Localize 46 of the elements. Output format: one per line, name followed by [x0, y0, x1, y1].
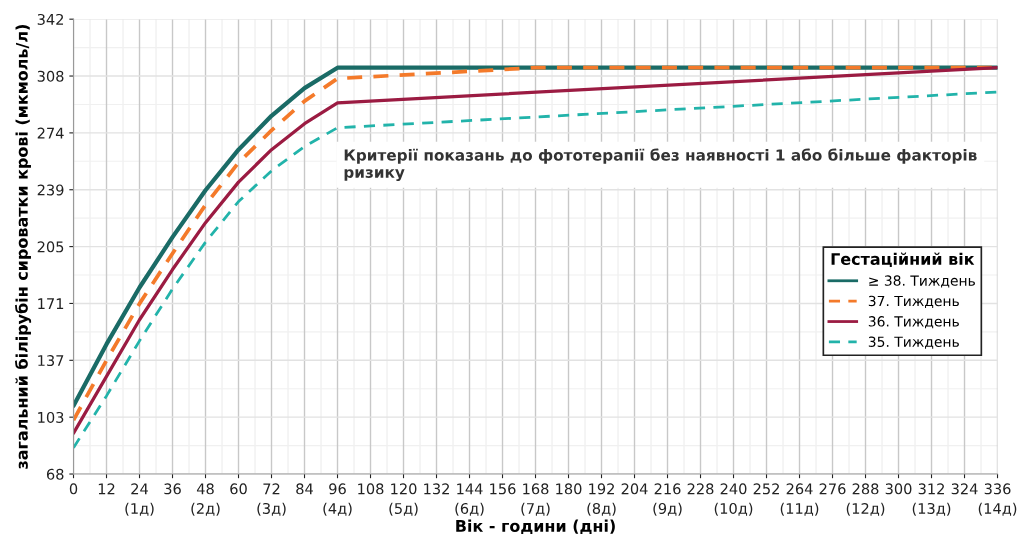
x-tick-label: 240 (10д): [714, 483, 753, 516]
y-tick-label: 171: [38, 298, 64, 309]
y-axis-title: загальний білірубін сироватки крові (мкмоль/л): [14, 25, 32, 469]
x-tick-label: 0: [69, 483, 78, 495]
y-tick-label: 205: [37, 241, 64, 253]
annotation: Критерії показань до фототерапії без наявності 1 або більше факторів ризику: [344, 148, 977, 181]
y-tick-label: 308: [37, 70, 64, 82]
x-tick-label: 36: [164, 483, 181, 495]
x-tick-label: 132: [424, 483, 449, 495]
x-tick-label: 204: [621, 483, 648, 495]
legend-title: Гестаційний вік: [831, 252, 975, 268]
x-tick-label: 336 (14д): [978, 483, 1017, 516]
x-tick-label: 72 (3д): [257, 483, 286, 516]
x-tick-label: 96 (4д): [323, 483, 352, 516]
x-tick-label: 60: [230, 483, 247, 495]
y-tick-label: 239: [37, 184, 64, 196]
x-tick-label: 24 (1д): [125, 483, 154, 516]
x-tick-label: 300: [885, 483, 912, 495]
x-tick-label: 48 (2д): [191, 483, 220, 516]
legend-label: 35. Тиждень: [868, 336, 959, 349]
x-tick-label: 276: [819, 483, 846, 495]
x-tick-label: 216 (9д): [653, 483, 682, 516]
x-tick-label: 288 (12д): [846, 483, 885, 516]
y-tick-label: 274: [37, 127, 64, 139]
y-tick-label: 137: [38, 355, 64, 367]
x-tick-label: 144 (6д): [455, 483, 484, 516]
legend-label: ≥ 38. Тиждень: [869, 275, 975, 288]
legend-label: 37. Тиждень: [868, 295, 959, 308]
x-tick-label: 168 (7д): [521, 483, 550, 516]
x-tick-label: 264 (11д): [780, 483, 819, 516]
x-tick-label: 180: [556, 483, 582, 495]
legend-label: 36. Тиждень: [868, 316, 959, 329]
x-tick-label: 12: [98, 483, 115, 495]
x-tick-label: 252: [753, 483, 779, 495]
x-tick-label: 156: [490, 483, 516, 495]
y-tick-label: 103: [38, 411, 64, 423]
x-tick-label: 192 (8д): [587, 483, 616, 516]
x-tick-label: 108: [358, 483, 384, 495]
x-tick-label: 120 (5д): [389, 483, 418, 516]
x-tick-label: 312 (13д): [912, 483, 951, 516]
y-tick-label: 68: [46, 468, 64, 480]
x-axis-title: Вік - години (дні): [456, 519, 615, 534]
y-tick-label: 342: [37, 13, 64, 25]
x-tick-label: 228: [687, 483, 714, 495]
x-tick-label: 84: [296, 483, 313, 495]
x-tick-label: 324: [951, 483, 978, 495]
